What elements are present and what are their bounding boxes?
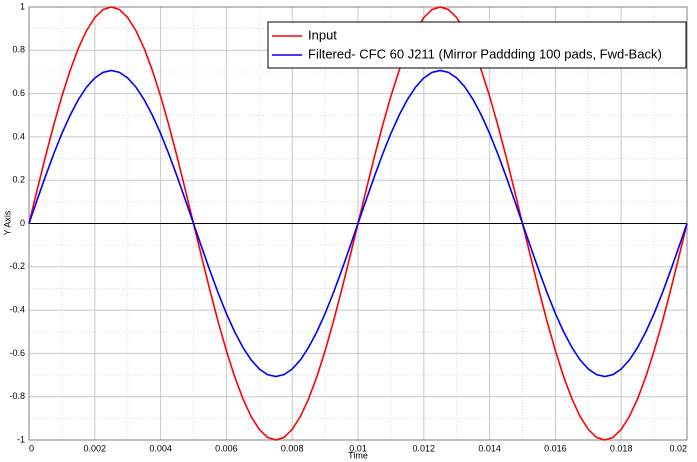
y-tick-label: 0.2: [12, 175, 25, 185]
x-tick-label: 0.004: [149, 443, 172, 453]
x-tick-label: 0.012: [413, 443, 436, 453]
y-tick-label: -0.8: [9, 391, 25, 401]
x-tick-label: 0.014: [478, 443, 501, 453]
y-tick-label: 1: [20, 1, 25, 11]
x-axis-label: Time: [348, 450, 368, 460]
y-tick-label: 0.8: [12, 45, 25, 55]
x-tick-label: 0.018: [610, 443, 633, 453]
y-tick-label: -1: [17, 434, 25, 444]
x-tick-label: 0.016: [544, 443, 567, 453]
y-tick-label: 0.6: [12, 88, 25, 98]
y-axis-label: Y Axis: [2, 210, 12, 235]
y-tick-label: -0.6: [9, 348, 25, 358]
legend-label: Input: [308, 27, 337, 42]
series-line: [28, 69, 688, 378]
legend-box: [267, 21, 687, 69]
legend-label: Filtered- CFC 60 J211 (Mirror Paddding 1…: [308, 46, 662, 61]
y-tick-label: 0.4: [12, 131, 25, 141]
x-tick-label: 0: [29, 443, 34, 453]
x-tick-label: 0.008: [281, 443, 304, 453]
y-tick-label: 0: [20, 218, 25, 228]
x-tick-label: 0.006: [215, 443, 238, 453]
x-tick-label: 0.02: [669, 443, 687, 453]
y-tick-label: -0.2: [9, 261, 25, 271]
x-tick-label: 0.002: [84, 443, 107, 453]
x-tick-label: 0.01: [349, 443, 367, 453]
y-tick-label: -0.4: [9, 304, 25, 314]
